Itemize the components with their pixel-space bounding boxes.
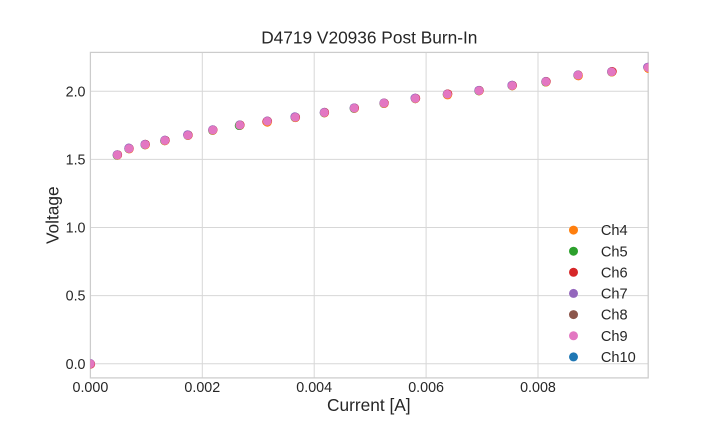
svg-text:Ch6: Ch6: [601, 265, 628, 281]
svg-text:0.004: 0.004: [296, 380, 332, 396]
svg-text:Ch10: Ch10: [601, 350, 636, 366]
svg-text:0.002: 0.002: [184, 380, 220, 396]
svg-text:Ch8: Ch8: [601, 308, 628, 324]
svg-text:Ch5: Ch5: [601, 244, 628, 260]
svg-text:1.5: 1.5: [66, 152, 86, 168]
svg-text:1.0: 1.0: [66, 221, 86, 237]
svg-text:D4719 V20936 Post Burn-In: D4719 V20936 Post Burn-In: [261, 28, 477, 48]
svg-text:2.0: 2.0: [66, 84, 86, 100]
svg-text:Voltage: Voltage: [43, 186, 63, 244]
svg-text:0.008: 0.008: [520, 380, 556, 396]
svg-text:0.006: 0.006: [408, 380, 444, 396]
svg-text:0.5: 0.5: [66, 289, 86, 305]
svg-text:0.0: 0.0: [66, 357, 86, 373]
svg-text:Ch9: Ch9: [601, 329, 628, 345]
svg-text:0.000: 0.000: [73, 380, 109, 396]
svg-text:Ch4: Ch4: [601, 223, 628, 239]
svg-text:Ch7: Ch7: [601, 287, 628, 303]
svg-text:Current [A]: Current [A]: [327, 395, 411, 415]
